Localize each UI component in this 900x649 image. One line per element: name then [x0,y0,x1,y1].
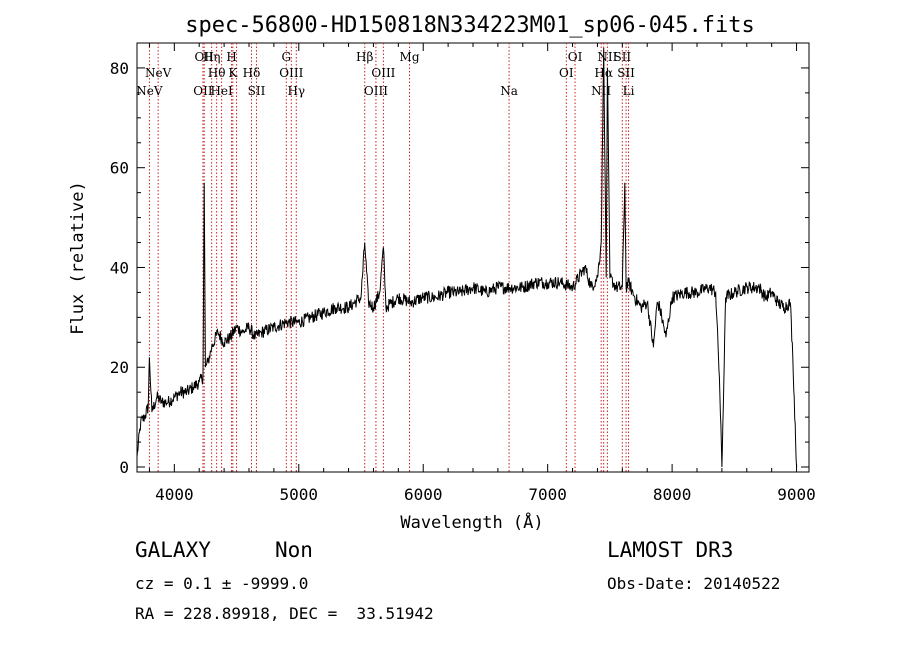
line-label-14: Hγ [287,84,305,98]
line-label-11: SII [248,84,266,98]
line-label-20: OI [559,66,574,80]
line-label-2: OII [193,84,213,98]
line-label-0: NeV [136,84,163,98]
ra-dec: RA = 228.89918, DEC = 33.51942 [135,604,434,623]
survey-name: LAMOST DR3 [607,538,734,562]
spectrum-line [136,47,798,468]
y-tick-label-4: 80 [110,59,129,78]
redshift-cz: cz = 0.1 ± -9999.0 [135,574,309,593]
x-tick-label-1: 5000 [280,485,319,504]
x-tick-label-4: 8000 [653,485,692,504]
line-label-17: OIII [371,66,395,80]
line-label-5: Hθ [208,66,226,80]
line-label-24: NII [597,50,617,64]
line-label-12: G [282,50,292,64]
emission-line-markers [148,43,630,472]
plot-frame [136,42,810,473]
line-label-26: SII [617,66,635,80]
line-label-6: HeI [210,84,233,98]
y-axis: 0 20 40 60 80 [110,59,809,477]
x-tick-label-0: 4000 [155,485,194,504]
line-label-19: Na [500,84,518,98]
line-label-3: OII [195,50,215,64]
line-label-10: Hδ [243,66,261,80]
object-subclass: Non [275,538,313,562]
line-label-27: Li [623,84,635,98]
line-label-16: OIII [364,84,388,98]
line-label-18: Mg [400,50,420,64]
x-tick-label-5: 9000 [777,485,816,504]
line-label-13: OIII [279,66,303,80]
x-axis: 4000 5000 6000 7000 8000 9000 [148,43,816,504]
line-label-15: Hβ [356,50,373,64]
chart-title: spec-56800-HD150818N334223M01_sp06-045.f… [185,13,755,38]
line-label-4: Hη [203,50,221,64]
line-label-25: SII [613,50,631,64]
y-tick-label-0: 0 [119,458,129,477]
y-tick-label-1: 20 [110,358,129,377]
line-label-22: NII [591,84,611,98]
y-tick-label-3: 60 [110,159,129,178]
object-class: GALAXY [135,538,211,562]
line-label-21: OI [568,50,583,64]
line-label-7: H [226,50,236,64]
x-tick-label-3: 7000 [528,485,567,504]
y-axis-label: Flux (relative) [68,181,88,335]
line-label-1: NeV [145,66,172,80]
obs-date: Obs-Date: 20140522 [607,574,781,593]
line-label-8: K [228,66,238,80]
y-tick-label-2: 40 [110,258,129,277]
x-tick-label-2: 6000 [404,485,443,504]
x-axis-label: Wavelength (Å) [400,511,543,533]
